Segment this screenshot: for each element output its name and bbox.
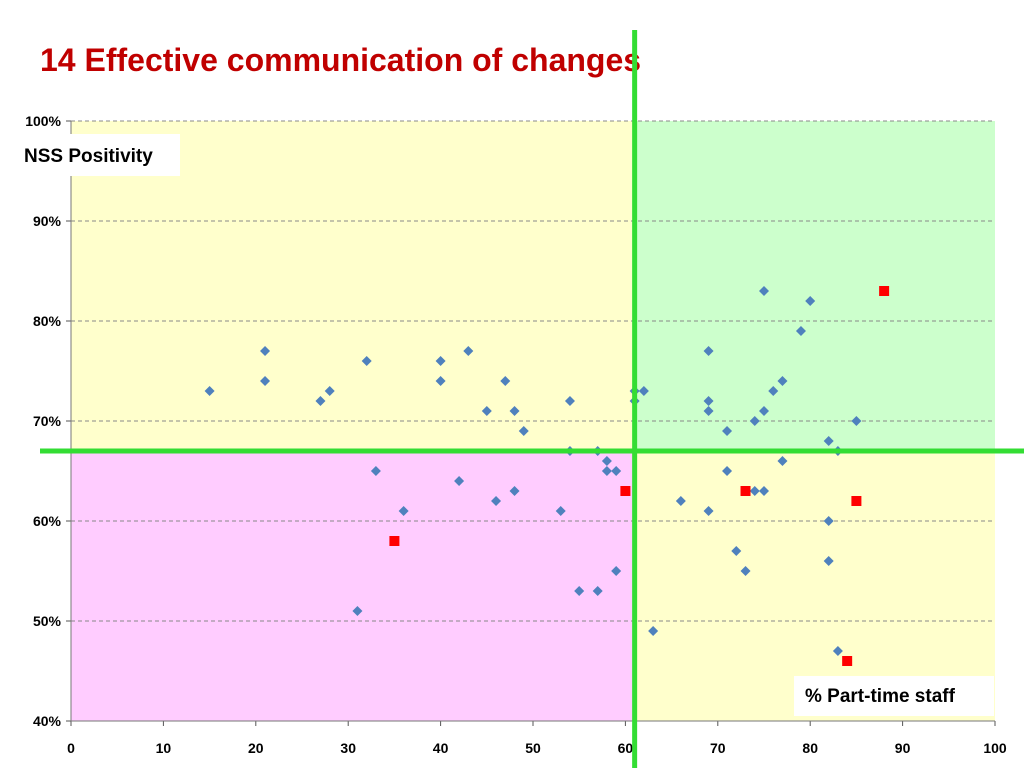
- x-tick-label: 0: [67, 740, 75, 756]
- x-tick-label: 40: [433, 740, 449, 756]
- data-point: [500, 376, 511, 386]
- data-point: [481, 406, 492, 416]
- x-tick-label: 60: [618, 740, 634, 756]
- data-point: [509, 486, 520, 496]
- data-point: [204, 386, 215, 396]
- y-axis-label: NSS Positivity: [24, 146, 153, 167]
- data-point: [832, 646, 843, 656]
- chart-title: 14 Effective communication of changes: [40, 42, 642, 78]
- y-tick-label: 60%: [33, 513, 62, 529]
- y-tick-label: 90%: [33, 213, 62, 229]
- data-point: [722, 426, 733, 436]
- data-point: [361, 356, 372, 366]
- x-tick-label: 30: [340, 740, 356, 756]
- data-point: [842, 656, 853, 666]
- data-point: [389, 536, 400, 546]
- data-point: [564, 396, 575, 406]
- x-tick-label: 50: [525, 740, 541, 756]
- data-point: [601, 466, 612, 476]
- data-point: [851, 416, 862, 426]
- data-point: [722, 466, 733, 476]
- y-tick-label: 70%: [33, 413, 62, 429]
- y-tick-label: 40%: [33, 713, 62, 729]
- data-point: [491, 496, 502, 506]
- data-point: [731, 546, 742, 556]
- data-point: [463, 346, 474, 356]
- y-tick-label: 80%: [33, 313, 62, 329]
- data-point: [398, 506, 409, 516]
- data-point: [703, 406, 714, 416]
- data-point: [454, 476, 465, 486]
- data-point: [759, 406, 769, 416]
- data-point: [759, 486, 769, 496]
- data-point: [620, 486, 631, 496]
- data-point: [823, 436, 834, 446]
- data-point: [851, 496, 862, 506]
- data-point: [768, 386, 779, 396]
- data-point: [749, 416, 760, 426]
- data-point: [823, 516, 834, 526]
- data-point: [740, 486, 751, 496]
- x-tick-label: 10: [156, 740, 172, 756]
- data-point: [435, 356, 446, 366]
- data-point: [592, 586, 603, 596]
- data-point: [260, 346, 271, 356]
- data-point: [740, 566, 751, 576]
- data-point: [703, 346, 714, 356]
- data-point: [435, 376, 446, 386]
- x-tick-label: 70: [710, 740, 726, 756]
- data-point: [879, 286, 890, 296]
- quadrant-bottom-left: [71, 451, 635, 721]
- data-point: [260, 376, 271, 386]
- data-point: [601, 456, 612, 466]
- data-point: [749, 486, 760, 496]
- x-tick-label: 100: [983, 740, 1007, 756]
- quadrant-top-right: [634, 121, 995, 451]
- x-tick-label: 20: [248, 740, 264, 756]
- data-point: [518, 426, 529, 436]
- x-axis-label-box: [794, 676, 994, 716]
- data-point: [611, 566, 622, 576]
- y-tick-label: 50%: [33, 613, 62, 629]
- data-point: [777, 456, 788, 466]
- y-tick-label: 100%: [25, 113, 61, 129]
- data-point: [315, 396, 326, 406]
- data-point: [759, 286, 769, 296]
- x-tick-label: 90: [895, 740, 911, 756]
- data-point: [611, 466, 622, 476]
- data-point: [703, 506, 714, 516]
- data-point: [795, 326, 806, 336]
- y-axis-label-box: [14, 134, 180, 176]
- x-axis-label: % Part-time staff: [805, 686, 956, 707]
- data-point: [823, 556, 834, 566]
- data-point: [370, 466, 381, 476]
- data-point: [509, 406, 520, 416]
- data-point: [555, 506, 566, 516]
- x-tick-label: 80: [802, 740, 818, 756]
- data-point: [805, 296, 816, 306]
- data-point: [648, 626, 659, 636]
- data-point: [352, 606, 363, 616]
- data-point: [324, 386, 335, 396]
- data-point: [675, 496, 686, 506]
- data-point: [703, 396, 714, 406]
- data-point: [574, 586, 585, 596]
- data-point: [638, 386, 649, 396]
- data-point: [777, 376, 788, 386]
